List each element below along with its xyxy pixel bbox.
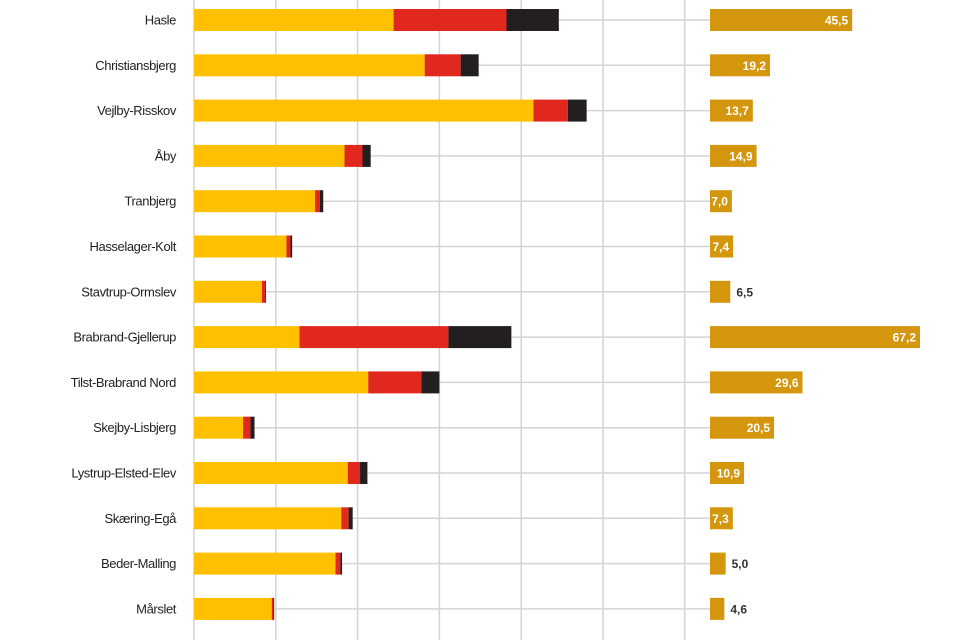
bar-segment-0 xyxy=(194,54,425,77)
data-label: 13,7 xyxy=(725,104,749,118)
bar-segment-0 xyxy=(194,144,345,167)
category-label: Mårslet xyxy=(136,601,177,616)
right-bar xyxy=(710,462,745,484)
bar-segment-1 xyxy=(315,190,320,213)
bar-segment-0 xyxy=(194,99,534,122)
data-label: 10,9 xyxy=(717,467,741,481)
bar-segment-2 xyxy=(448,326,512,349)
bar-segment-0 xyxy=(194,507,342,530)
bar-segment-1 xyxy=(393,9,507,31)
category-label: Vejlby-Risskov xyxy=(97,103,177,118)
data-label: 6,5 xyxy=(736,285,753,299)
category-label: Tilst-Brabrand Nord xyxy=(71,375,177,390)
right-bar xyxy=(710,99,753,122)
bar-segment-0 xyxy=(194,552,336,575)
data-label: 7,3 xyxy=(712,512,729,526)
data-label: 29,6 xyxy=(775,376,799,390)
bar-segment-2 xyxy=(460,54,479,77)
category-label: Åby xyxy=(155,148,177,163)
right-bar xyxy=(710,280,731,303)
right-bar xyxy=(710,597,725,620)
bar-segment-0 xyxy=(194,462,348,484)
bar-segment-2 xyxy=(421,371,440,394)
category-label: Tranbjerg xyxy=(124,194,176,209)
bar-segment-0 xyxy=(194,326,300,349)
data-label: 5,0 xyxy=(732,557,749,571)
bar-segment-1 xyxy=(344,144,363,167)
bar-segment-2 xyxy=(362,144,371,167)
right-bar xyxy=(710,507,733,530)
bar-segment-2 xyxy=(340,552,343,575)
data-label: 67,2 xyxy=(893,331,917,345)
data-label: 7,0 xyxy=(711,195,728,209)
bar-segment-0 xyxy=(194,235,287,258)
bar-segment-1 xyxy=(341,507,349,530)
bar-segment-1 xyxy=(271,597,274,620)
bar-segment-1 xyxy=(424,54,461,77)
bar-segment-2 xyxy=(290,235,293,258)
data-label: 7,4 xyxy=(712,240,729,254)
right-bar xyxy=(710,144,757,167)
bar-segment-0 xyxy=(194,190,316,213)
right-bar xyxy=(710,326,920,349)
bar-segment-0 xyxy=(194,416,244,439)
bar-segment-1 xyxy=(261,280,266,303)
bar-segment-1 xyxy=(335,552,341,575)
category-label: Skæring-Egå xyxy=(105,511,178,526)
bar-segment-1 xyxy=(347,462,361,484)
bar-segment-0 xyxy=(194,597,272,620)
right-bar xyxy=(710,552,726,575)
category-label: Brabrand-Gjellerup xyxy=(73,330,176,345)
bar-segment-1 xyxy=(533,99,568,122)
category-label: Beder-Malling xyxy=(101,556,176,571)
bar-segment-2 xyxy=(506,9,559,31)
bar-segment-0 xyxy=(194,280,262,303)
data-label: 14,9 xyxy=(729,149,753,163)
bar-segment-2 xyxy=(567,99,587,122)
category-label: Stavtrup-Ormslev xyxy=(81,284,177,299)
bar-segment-2 xyxy=(273,597,275,620)
data-label: 45,5 xyxy=(825,14,849,28)
bar-segment-1 xyxy=(243,416,251,439)
category-label: Lystrup-Elsted-Elev xyxy=(71,466,177,481)
bar-segment-1 xyxy=(368,371,422,394)
right-bar xyxy=(710,190,732,213)
category-label: Christiansbjerg xyxy=(95,58,176,73)
data-label: 19,2 xyxy=(743,59,767,73)
bar-segment-1 xyxy=(299,326,449,349)
right-bar xyxy=(710,54,770,77)
right-bar xyxy=(710,371,803,394)
data-label: 20,5 xyxy=(747,421,771,435)
bar-segment-2 xyxy=(265,280,266,303)
bar-segment-0 xyxy=(194,371,369,394)
category-label: Hasle xyxy=(145,13,176,28)
data-label: 4,6 xyxy=(730,602,747,616)
category-label: Skejby-Lisbjerg xyxy=(93,420,176,435)
category-label: Hasselager-Kolt xyxy=(90,239,177,254)
right-bar xyxy=(710,235,734,258)
right-bar xyxy=(710,9,853,31)
bar-segment-0 xyxy=(194,9,394,31)
bar-segment-2 xyxy=(319,190,324,213)
bar-segment-2 xyxy=(348,507,353,530)
bar-segment-2 xyxy=(360,462,368,484)
right-bar xyxy=(710,416,775,439)
bar-segment-1 xyxy=(286,235,291,258)
bar-segment-2 xyxy=(250,416,255,439)
